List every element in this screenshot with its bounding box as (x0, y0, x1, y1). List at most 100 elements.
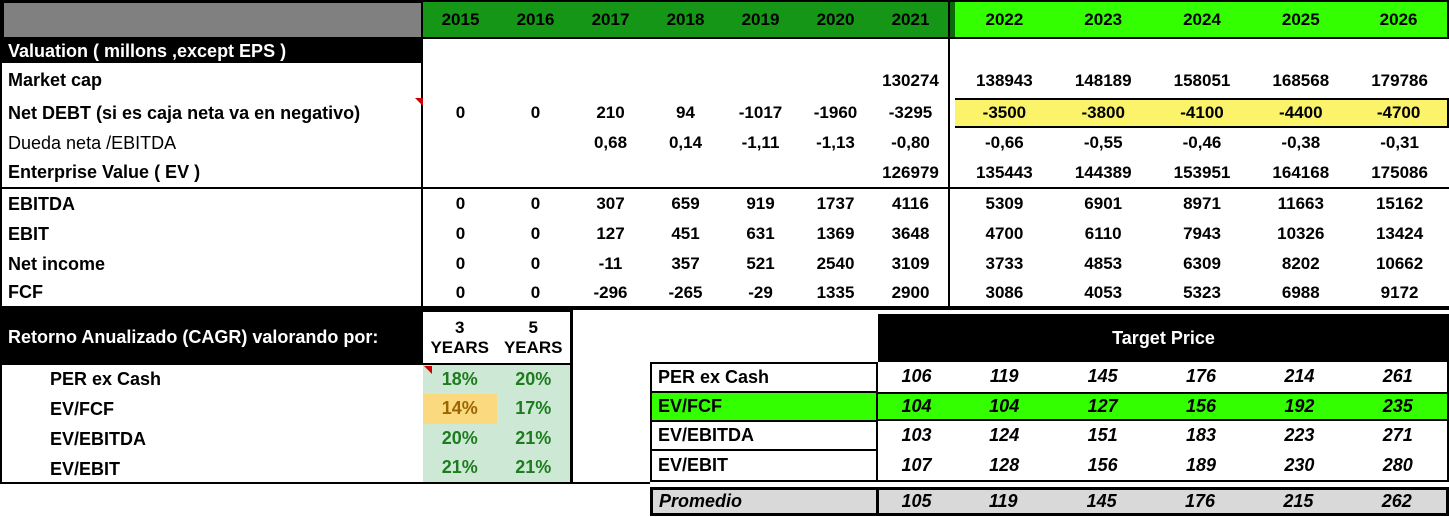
cell-empty[interactable] (798, 39, 873, 63)
cell[interactable]: 94 (648, 98, 723, 128)
target-value[interactable]: 235 (1349, 394, 1447, 420)
cell[interactable]: 3086 (955, 279, 1054, 310)
year-2022[interactable]: 2022 (955, 0, 1054, 39)
cell[interactable]: 5323 (1153, 279, 1252, 310)
row-label[interactable]: Enterprise Value ( EV ) (0, 158, 423, 189)
cell[interactable]: 0 (423, 219, 498, 249)
cell[interactable]: 144389 (1054, 158, 1153, 189)
cell[interactable]: 3733 (955, 249, 1054, 279)
cell[interactable]: 0 (498, 98, 573, 128)
cell[interactable]: 0 (498, 279, 573, 310)
cagr-value[interactable]: 21% (497, 424, 571, 453)
target-label-ev-ebitda[interactable]: EV/EBITDA (652, 422, 876, 451)
cell[interactable] (798, 63, 873, 98)
cell[interactable]: 158051 (1153, 63, 1252, 98)
row-label[interactable]: FCF (0, 279, 423, 310)
cell-empty[interactable] (723, 39, 798, 63)
cell[interactable]: 1335 (798, 279, 873, 310)
target-value[interactable]: 127 (1053, 394, 1151, 420)
cell[interactable]: -0,38 (1251, 128, 1350, 158)
target-value[interactable]: 128 (955, 451, 1053, 481)
promedio-value[interactable]: 262 (1348, 490, 1446, 513)
target-value[interactable]: 183 (1152, 421, 1250, 451)
promedio-value[interactable]: 176 (1151, 490, 1249, 513)
cell[interactable]: -0,31 (1350, 128, 1449, 158)
target-value[interactable]: 124 (955, 421, 1053, 451)
cell[interactable]: -0,46 (1153, 128, 1252, 158)
cell[interactable]: 1737 (798, 189, 873, 219)
cell[interactable] (573, 63, 648, 98)
cagr-col-header[interactable]: 3YEARS (423, 312, 497, 363)
cell[interactable]: 0 (423, 279, 498, 310)
cell[interactable]: -11 (573, 249, 648, 279)
cell[interactable]: 8202 (1251, 249, 1350, 279)
cagr-value[interactable]: 20% (423, 424, 497, 453)
cagr-section-header[interactable]: Retorno Anualizado (CAGR) valorando por: (0, 310, 423, 365)
cell[interactable]: -0,80 (873, 128, 948, 158)
cell-empty[interactable] (573, 39, 648, 63)
cell[interactable]: 168568 (1251, 63, 1350, 98)
cell[interactable]: 179786 (1350, 63, 1449, 98)
cell[interactable] (423, 63, 498, 98)
cell[interactable] (648, 158, 723, 189)
promedio-value[interactable]: 105 (879, 490, 954, 513)
cell[interactable]: 0 (498, 219, 573, 249)
cagr-value[interactable]: 14% (423, 394, 497, 423)
cell[interactable]: 2540 (798, 249, 873, 279)
year-2017[interactable]: 2017 (573, 0, 648, 39)
corner-cell[interactable] (0, 0, 423, 39)
cell[interactable]: -0,55 (1054, 128, 1153, 158)
promedio-value[interactable]: 145 (1052, 490, 1150, 513)
cagr-value[interactable]: 21% (497, 453, 571, 482)
cagr-col-header[interactable]: 5YEARS (497, 312, 571, 363)
cell[interactable]: 15162 (1350, 189, 1449, 219)
target-value[interactable]: 156 (1152, 394, 1250, 420)
cell[interactable]: 4853 (1054, 249, 1153, 279)
cell[interactable] (723, 63, 798, 98)
target-label-ev-ebit[interactable]: EV/EBIT (652, 451, 876, 480)
year-2025[interactable]: 2025 (1251, 0, 1350, 39)
cell[interactable]: 357 (648, 249, 723, 279)
cell[interactable]: -3500 (955, 98, 1054, 128)
cell[interactable]: -265 (648, 279, 723, 310)
target-value[interactable]: 176 (1152, 362, 1250, 392)
cell[interactable]: 130274 (873, 63, 948, 98)
cell[interactable]: -1,13 (798, 128, 873, 158)
cell[interactable]: 175086 (1350, 158, 1449, 189)
cell-empty[interactable] (1251, 39, 1350, 63)
target-value[interactable]: 107 (878, 451, 955, 481)
cell-empty[interactable] (1153, 39, 1252, 63)
cell[interactable]: 0 (498, 249, 573, 279)
cell-empty[interactable] (498, 39, 573, 63)
row-label[interactable]: Net DEBT (si es caja neta va en negativo… (0, 98, 423, 128)
cagr-label-ev-ebitda[interactable]: EV/EBITDA (2, 425, 423, 455)
cell[interactable]: -29 (723, 279, 798, 310)
target-label-ev-fcf[interactable]: EV/FCF (652, 393, 876, 422)
cell[interactable]: 1369 (798, 219, 873, 249)
target-value[interactable]: 119 (955, 362, 1053, 392)
cell[interactable]: 3648 (873, 219, 948, 249)
cell[interactable]: 0 (498, 189, 573, 219)
target-value[interactable]: 151 (1053, 421, 1151, 451)
cell[interactable]: 127 (573, 219, 648, 249)
cell[interactable]: -296 (573, 279, 648, 310)
row-label[interactable]: Net income (0, 249, 423, 279)
cell[interactable]: 138943 (955, 63, 1054, 98)
valuation-title[interactable]: Valuation ( millons ,except EPS ) (0, 39, 423, 63)
cell[interactable] (498, 63, 573, 98)
cell[interactable]: 9172 (1350, 279, 1449, 310)
cell[interactable]: 13424 (1350, 219, 1449, 249)
cell[interactable]: 126979 (873, 158, 948, 189)
promedio-value[interactable]: 215 (1249, 490, 1347, 513)
cagr-value[interactable]: 17% (497, 394, 571, 423)
target-value[interactable]: 145 (1053, 362, 1151, 392)
cell[interactable] (798, 158, 873, 189)
cell[interactable]: 521 (723, 249, 798, 279)
target-value[interactable]: 189 (1152, 451, 1250, 481)
cell[interactable]: 5309 (955, 189, 1054, 219)
cell-empty[interactable] (955, 39, 1054, 63)
target-value[interactable]: 261 (1349, 362, 1447, 392)
year-2019[interactable]: 2019 (723, 0, 798, 39)
cell[interactable]: -1960 (798, 98, 873, 128)
target-value[interactable]: 230 (1250, 451, 1348, 481)
